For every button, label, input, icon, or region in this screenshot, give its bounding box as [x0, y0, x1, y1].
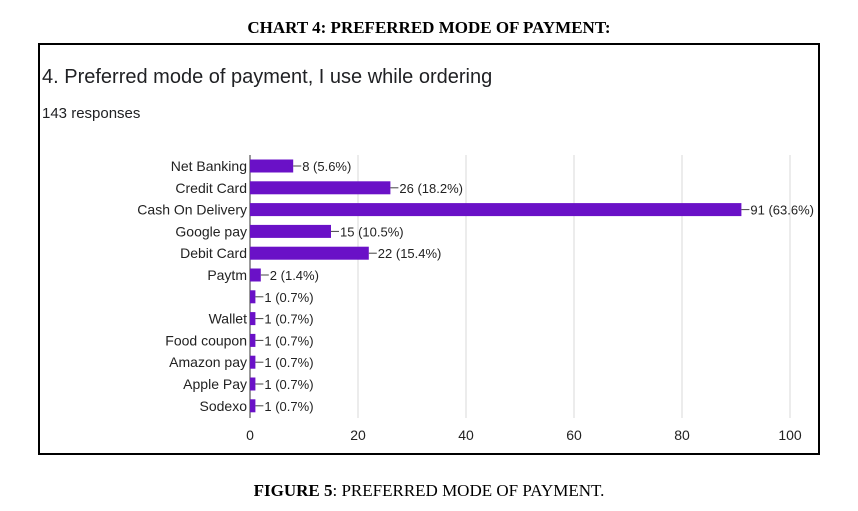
x-tick-label: 0 [246, 427, 254, 443]
x-tick-label: 100 [778, 427, 802, 443]
category-label: Net Banking [171, 158, 247, 174]
x-tick-label: 20 [350, 427, 366, 443]
bar [250, 399, 256, 413]
category-label: Paytm [207, 267, 247, 283]
x-tick-label: 60 [566, 427, 582, 443]
data-label: 1 (0.7%) [264, 377, 313, 392]
category-label: Sodexo [200, 398, 248, 414]
category-label: Credit Card [175, 180, 247, 196]
data-label: 1 (0.7%) [264, 355, 313, 370]
x-tick-label: 40 [458, 427, 474, 443]
category-label: Google pay [175, 223, 247, 239]
category-labels: Net Banking Credit Card Cash On Delivery Go… [137, 158, 247, 414]
data-label: 1 (0.7%) [264, 399, 313, 414]
bar [250, 246, 369, 260]
bar [250, 224, 331, 238]
data-label: 15 (10.5%) [340, 224, 404, 239]
bar [250, 355, 256, 369]
question-title: 4. Preferred mode of payment, I use whil… [42, 66, 493, 88]
figure-caption-text: : PREFERRED MODE OF PAYMENT. [332, 481, 605, 500]
bar [250, 159, 294, 173]
data-label: 1 (0.7%) [264, 290, 313, 305]
category-label: Food coupon [165, 332, 247, 348]
data-label: 26 (18.2%) [399, 181, 463, 196]
bar [250, 290, 256, 304]
data-label: 1 (0.7%) [264, 333, 313, 348]
category-label: Apple Pay [183, 376, 247, 392]
x-axis-ticks: 0 20 40 60 80 100 [246, 427, 802, 443]
bar [250, 181, 391, 195]
data-label: 2 (1.4%) [270, 268, 319, 283]
bar [250, 312, 256, 326]
data-label: 91 (63.6%) [750, 203, 814, 218]
bar [250, 268, 261, 282]
chart-frame [38, 43, 820, 455]
bars: 8 (5.6%) 26 (18.2%) 91 (63.6%) 15 (10.5%) 22… [250, 159, 814, 414]
data-label: 1 (0.7%) [264, 312, 313, 327]
category-label: Debit Card [180, 245, 247, 261]
x-tick-label: 80 [674, 427, 690, 443]
figure-caption: FIGURE 5: PREFERRED MODE OF PAYMENT. [0, 481, 858, 501]
bar [250, 333, 256, 347]
grid-lines [249, 155, 791, 418]
response-count: 143 responses [42, 105, 141, 122]
category-label: Amazon pay [169, 354, 247, 370]
chart-heading: CHART 4: PREFERRED MODE OF PAYMENT: [247, 18, 611, 37]
figure-label: FIGURE 5 [253, 481, 333, 500]
bar [250, 377, 256, 391]
data-label: 8 (5.6%) [302, 159, 351, 174]
category-label: Wallet [209, 311, 247, 327]
data-label: 22 (15.4%) [378, 246, 442, 261]
bar [250, 203, 742, 217]
category-label: Cash On Delivery [137, 202, 247, 218]
